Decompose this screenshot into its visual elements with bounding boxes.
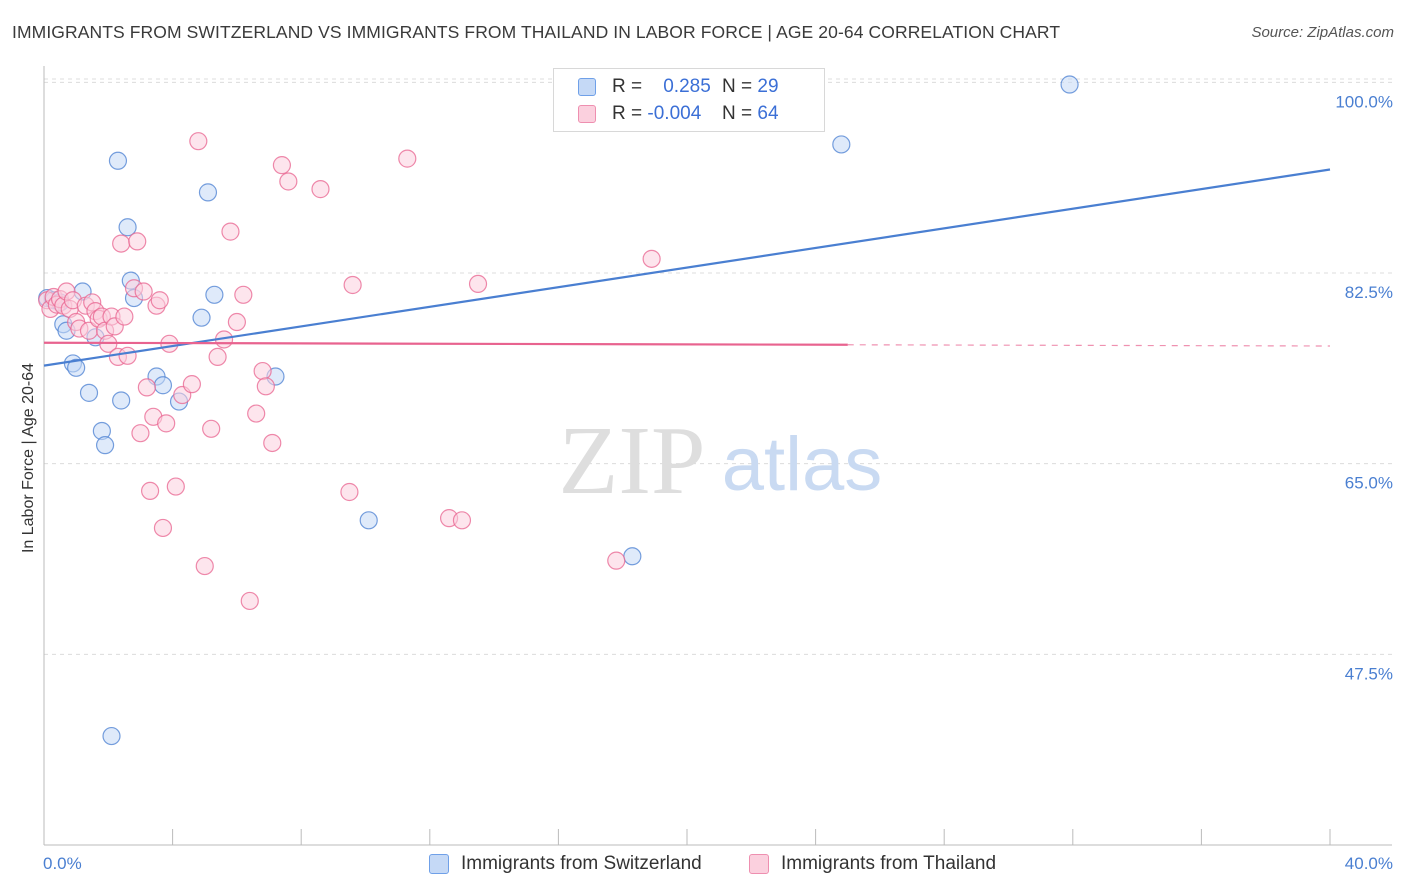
legend-row-switzerland: R = 0.285 N = 29 (578, 74, 779, 100)
data-point (256, 377, 275, 396)
series-thailand (38, 73, 780, 611)
data-point (182, 375, 201, 394)
data-point (227, 312, 246, 332)
y-axis-label: In Labor Force | Age 20-64 (20, 363, 37, 553)
data-point (340, 482, 359, 502)
data-point (205, 285, 224, 304)
data-point (1060, 75, 1079, 94)
y-tick-label: 82.5% (1345, 283, 1393, 302)
legend-label-thailand: Immigrants from Thailand (781, 853, 997, 874)
data-point (359, 511, 378, 530)
data-point (208, 347, 227, 366)
data-point (832, 135, 851, 154)
data-point (118, 346, 137, 365)
trend-line-switzerland (43, 168, 1331, 367)
data-point (67, 358, 86, 377)
data-point (202, 419, 221, 438)
data-point (102, 726, 121, 746)
n-label: N = (722, 103, 753, 124)
legend-swatch-switzerland (429, 854, 449, 874)
legend-row-thailand: R = -0.004 N = 64 (578, 101, 779, 127)
n-value-switzerland: 29 (757, 76, 779, 97)
data-point (134, 282, 153, 301)
data-point (157, 414, 176, 433)
y-tick-label: 65.0% (1345, 474, 1393, 493)
r-label: R = (612, 76, 643, 97)
n-value-thailand: 64 (757, 103, 779, 124)
data-point (221, 222, 240, 241)
y-tick-label: 47.5% (1345, 664, 1393, 683)
legend-label-switzerland: Immigrants from Switzerland (461, 853, 702, 874)
legend-item-switzerland[interactable]: Immigrants from Switzerland (429, 853, 702, 875)
n-label: N = (722, 76, 753, 97)
source-credit: Source: ZipAtlas.com (1251, 24, 1394, 41)
r-value-thailand: -0.004 (647, 103, 702, 124)
data-point (95, 436, 115, 455)
data-point (343, 275, 362, 295)
data-point (115, 307, 134, 326)
r-label: R = (612, 103, 643, 124)
data-point (272, 156, 292, 175)
x-tick-label: 0.0% (43, 854, 82, 873)
data-point (112, 391, 131, 410)
watermark-atlas: atlas (722, 422, 883, 507)
data-point (263, 433, 282, 453)
data-point (607, 551, 626, 570)
data-point (131, 424, 150, 443)
data-point (198, 183, 218, 202)
data-point (240, 591, 259, 611)
data-point (150, 291, 169, 310)
series-legend: Immigrants from Switzerland Immigrants f… (0, 851, 1406, 877)
data-point (79, 383, 99, 402)
data-point (253, 361, 272, 381)
legend-swatch-thailand (578, 105, 596, 123)
trend-lines (43, 168, 1331, 367)
data-point (189, 132, 208, 151)
data-point (642, 249, 661, 268)
data-point (112, 234, 131, 253)
legend-swatch-switzerland (578, 78, 596, 96)
data-point (398, 149, 417, 168)
data-point (279, 172, 298, 191)
y-tick-label: 100.0% (1335, 92, 1393, 111)
data-point (128, 232, 147, 251)
data-point (166, 477, 185, 496)
data-point (192, 308, 211, 327)
chart-title: IMMIGRANTS FROM SWITZERLAND VS IMMIGRANT… (12, 22, 1061, 42)
data-point (195, 556, 214, 576)
trend-line-thailand (43, 341, 848, 346)
data-point (468, 274, 488, 294)
data-point (234, 285, 253, 304)
legend-swatch-thailand (749, 854, 769, 874)
data-point (118, 218, 137, 237)
data-point (140, 481, 160, 501)
watermark-zip: ZIP (559, 407, 706, 515)
data-point (153, 376, 173, 395)
r-value-switzerland: 0.285 (663, 76, 711, 97)
data-point (153, 518, 173, 538)
stats-legend: R = 0.285 N = 29 R = -0.004 N = 64 (553, 68, 825, 132)
gridlines (44, 78, 1392, 655)
data-points (38, 73, 1079, 746)
data-point (247, 404, 266, 423)
x-tick-label: 40.0% (1345, 854, 1393, 873)
legend-item-thailand[interactable]: Immigrants from Thailand (749, 853, 996, 875)
data-point (137, 378, 156, 397)
data-point (108, 151, 128, 170)
data-point (311, 180, 330, 199)
axes (43, 66, 1392, 846)
tick-labels: 47.5% 65.0% 82.5% 100.0% 0.0% 40.0% (43, 92, 1393, 873)
data-point (623, 547, 642, 566)
trend-line-thailand-dashed (847, 344, 1331, 347)
data-point (452, 511, 472, 530)
